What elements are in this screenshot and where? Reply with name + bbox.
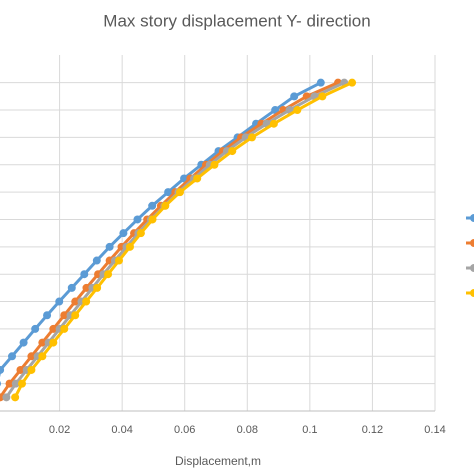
data-point <box>82 283 91 292</box>
data-point <box>49 324 58 333</box>
series-line <box>5 81 345 399</box>
data-point <box>55 297 64 306</box>
data-point <box>38 338 47 347</box>
data-point <box>60 311 69 320</box>
data-point <box>105 242 114 251</box>
data-point <box>293 106 302 115</box>
data-point <box>18 379 27 388</box>
data-point <box>11 393 20 402</box>
x-tick-label: 0.1 <box>302 424 317 436</box>
legend-marker <box>470 214 474 222</box>
data-point <box>247 133 256 142</box>
x-tick-label: 0.14 <box>424 424 445 436</box>
series-line <box>13 81 353 398</box>
x-tick-label: 0.04 <box>111 424 132 436</box>
data-point <box>193 174 202 183</box>
x-tick-label: 0.06 <box>174 424 195 436</box>
data-point <box>80 270 89 279</box>
data-point <box>348 78 357 87</box>
data-point <box>0 380 1 387</box>
data-point <box>82 297 91 306</box>
data-point <box>71 297 80 306</box>
x-axis-title: Displacement,m <box>175 454 261 468</box>
data-point <box>27 365 36 374</box>
data-point <box>161 201 170 210</box>
data-point <box>19 338 28 347</box>
series-line <box>0 81 322 378</box>
data-point <box>31 324 40 333</box>
data-point <box>318 92 327 101</box>
data-point <box>148 215 157 224</box>
data-point <box>49 338 58 347</box>
legend-marker <box>470 239 474 247</box>
data-point <box>164 188 173 197</box>
chart-title: Max story displacement Y- direction <box>103 11 370 30</box>
data-point <box>148 201 157 210</box>
data-point <box>71 311 80 320</box>
data-point <box>2 393 11 402</box>
data-point <box>125 242 134 251</box>
data-point <box>92 256 101 265</box>
data-point <box>228 147 237 156</box>
legend-marker <box>470 289 474 297</box>
data-point <box>67 283 76 292</box>
data-point <box>176 188 185 197</box>
x-tick-label: 0.08 <box>237 424 258 436</box>
data-point <box>316 78 325 87</box>
x-tick-label: 0.02 <box>49 424 70 436</box>
data-point <box>38 352 47 361</box>
data-point <box>8 352 17 361</box>
data-point <box>115 256 124 265</box>
data-point <box>43 311 52 320</box>
data-point <box>269 119 278 128</box>
data-point <box>136 229 145 238</box>
x-tick-label: 0.12 <box>362 424 383 436</box>
data-point <box>104 270 113 279</box>
data-point <box>11 379 20 388</box>
data-point <box>271 106 280 115</box>
legend-marker <box>470 264 474 272</box>
series-line <box>0 81 339 399</box>
data-point <box>60 324 69 333</box>
data-point <box>5 379 14 388</box>
data-point <box>210 160 219 169</box>
data-point <box>290 92 299 101</box>
data-point <box>27 352 36 361</box>
data-point <box>133 215 142 224</box>
data-point <box>16 365 25 374</box>
data-point <box>119 229 128 238</box>
data-point <box>0 365 5 374</box>
data-point <box>93 283 102 292</box>
